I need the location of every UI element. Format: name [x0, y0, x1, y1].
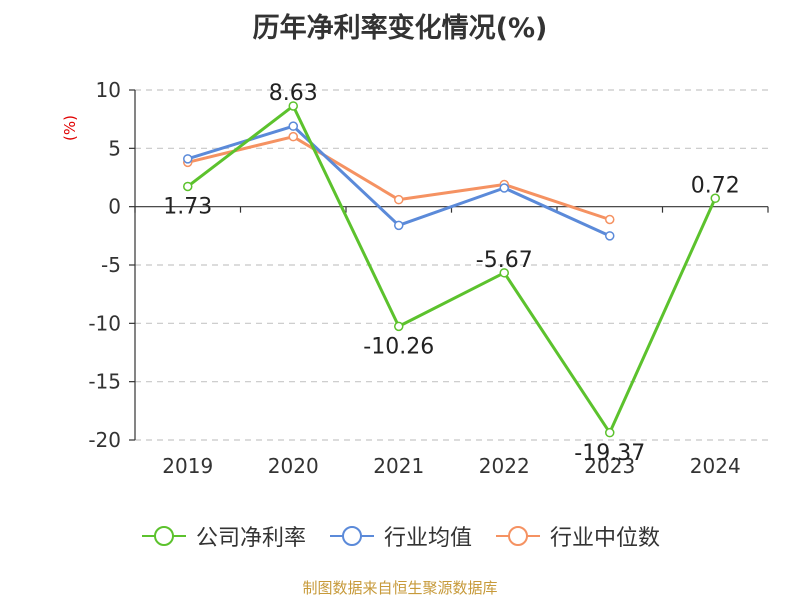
data-label: -19.37 [574, 441, 645, 466]
x-tick-label: 2024 [690, 454, 741, 478]
series-line [187, 124, 611, 238]
series-lines [183, 101, 720, 438]
legend-label: 公司净利率 [195, 526, 306, 551]
series-line [186, 104, 717, 435]
legend-label: 行业中位数 [550, 526, 661, 551]
data-label: -10.26 [363, 335, 434, 360]
gridlines [135, 89, 768, 441]
data-point [605, 231, 615, 241]
x-tick-label: 2022 [479, 454, 530, 478]
data-point [183, 181, 193, 192]
data-point [394, 220, 404, 231]
x-tick-label: 2020 [268, 454, 319, 478]
chart-title: 历年净利率变化情况(%) [252, 13, 548, 44]
legend: 公司净利率 行业均值 行业中位数 [0, 520, 800, 552]
data-point [605, 214, 615, 225]
data-point [499, 268, 509, 278]
data-labels: 1.73 8.63 -10.26 -5.67 -19.37 0.72 [163, 81, 739, 466]
data-point [394, 321, 404, 332]
y-tick-label: 5 [108, 136, 121, 160]
y-axis-unit-label: (%) [61, 115, 79, 141]
y-tick-label: -20 [88, 428, 121, 452]
data-point [394, 194, 404, 205]
data-point [710, 193, 720, 204]
data-point [288, 121, 298, 131]
data-point [183, 154, 193, 164]
x-tick-label: 2023 [584, 454, 635, 478]
data-point [605, 427, 615, 438]
data-label: 8.63 [269, 81, 318, 106]
y-tick-label: -5 [101, 253, 121, 277]
y-tick-label: -10 [88, 311, 121, 335]
data-source-note: 制图数据来自恒生聚源数据库 [302, 579, 498, 597]
data-label: 1.73 [163, 195, 212, 220]
data-label: 0.72 [691, 173, 740, 198]
legend-item-industry-mean[interactable]: 行业均值 [328, 520, 472, 552]
data-point [288, 131, 298, 142]
y-tick-label: 10 [96, 78, 121, 102]
line-marker-icon [141, 526, 186, 546]
data-point [499, 183, 509, 193]
data-label: -5.67 [476, 248, 533, 273]
legend-item-company[interactable]: 公司净利率 [140, 520, 306, 552]
line-marker-icon [329, 526, 374, 546]
legend-label: 行业均值 [383, 526, 472, 551]
data-point [288, 101, 298, 111]
legend-item-industry-median[interactable]: 行业中位数 [494, 520, 660, 552]
y-tick-label: 0 [108, 195, 121, 219]
x-tick-label: 2019 [162, 454, 213, 478]
line-marker-icon [496, 526, 540, 546]
y-tick-label: -15 [88, 370, 121, 394]
axes: 10 5 0 -5 -10 -15 -20 2019 2020 2021 2022 2023 2024 [88, 78, 769, 478]
x-tick-label: 2021 [373, 454, 424, 478]
